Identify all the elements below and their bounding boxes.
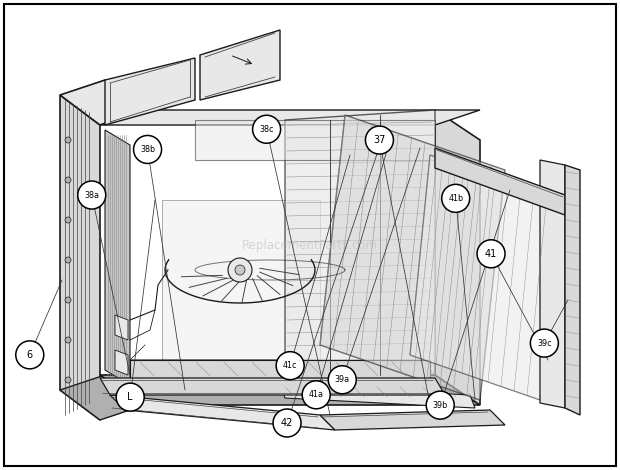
Circle shape [426, 391, 454, 419]
Text: 42: 42 [281, 418, 293, 428]
Polygon shape [130, 360, 435, 375]
Polygon shape [115, 315, 128, 340]
Circle shape [65, 137, 71, 143]
Circle shape [477, 240, 505, 268]
Polygon shape [60, 95, 100, 420]
Text: 39c: 39c [537, 338, 552, 348]
Circle shape [65, 297, 71, 303]
Circle shape [65, 217, 71, 223]
Text: 41b: 41b [448, 194, 463, 203]
Text: 37: 37 [373, 135, 386, 145]
Polygon shape [200, 30, 280, 100]
Text: 38a: 38a [84, 190, 99, 200]
Polygon shape [100, 375, 480, 405]
Polygon shape [435, 148, 565, 215]
Polygon shape [565, 165, 580, 415]
Polygon shape [60, 375, 145, 420]
Circle shape [228, 258, 252, 282]
Circle shape [365, 126, 394, 154]
Circle shape [276, 352, 304, 380]
Text: 38b: 38b [140, 145, 155, 154]
Polygon shape [410, 155, 560, 400]
Circle shape [328, 366, 356, 394]
Text: 39b: 39b [433, 400, 448, 410]
Polygon shape [105, 58, 195, 125]
Polygon shape [540, 160, 565, 408]
Circle shape [116, 383, 144, 411]
Text: ReplacementParts.com: ReplacementParts.com [242, 238, 378, 251]
Circle shape [235, 265, 245, 275]
Polygon shape [285, 110, 435, 375]
Polygon shape [105, 130, 130, 385]
Circle shape [252, 115, 281, 143]
Polygon shape [320, 410, 505, 430]
Polygon shape [60, 80, 145, 125]
Circle shape [78, 181, 106, 209]
Polygon shape [320, 115, 505, 400]
Text: 41a: 41a [309, 390, 324, 400]
Text: 41: 41 [485, 249, 497, 259]
Polygon shape [130, 360, 430, 378]
Polygon shape [100, 378, 445, 395]
Circle shape [65, 337, 71, 343]
Polygon shape [280, 385, 475, 408]
Text: 38c: 38c [259, 125, 274, 134]
Polygon shape [115, 350, 128, 375]
Text: 41c: 41c [283, 361, 298, 370]
Circle shape [16, 341, 44, 369]
Circle shape [530, 329, 559, 357]
Polygon shape [435, 110, 480, 405]
Polygon shape [195, 120, 435, 160]
Polygon shape [110, 395, 335, 430]
Text: 39a: 39a [335, 375, 350, 384]
Circle shape [273, 409, 301, 437]
Circle shape [65, 177, 71, 183]
Text: 6: 6 [27, 350, 33, 360]
Circle shape [441, 184, 470, 212]
Circle shape [65, 377, 71, 383]
Circle shape [302, 381, 330, 409]
Circle shape [133, 135, 162, 164]
Circle shape [65, 257, 71, 263]
Polygon shape [162, 200, 320, 360]
Text: L: L [128, 392, 133, 402]
Polygon shape [100, 110, 480, 125]
